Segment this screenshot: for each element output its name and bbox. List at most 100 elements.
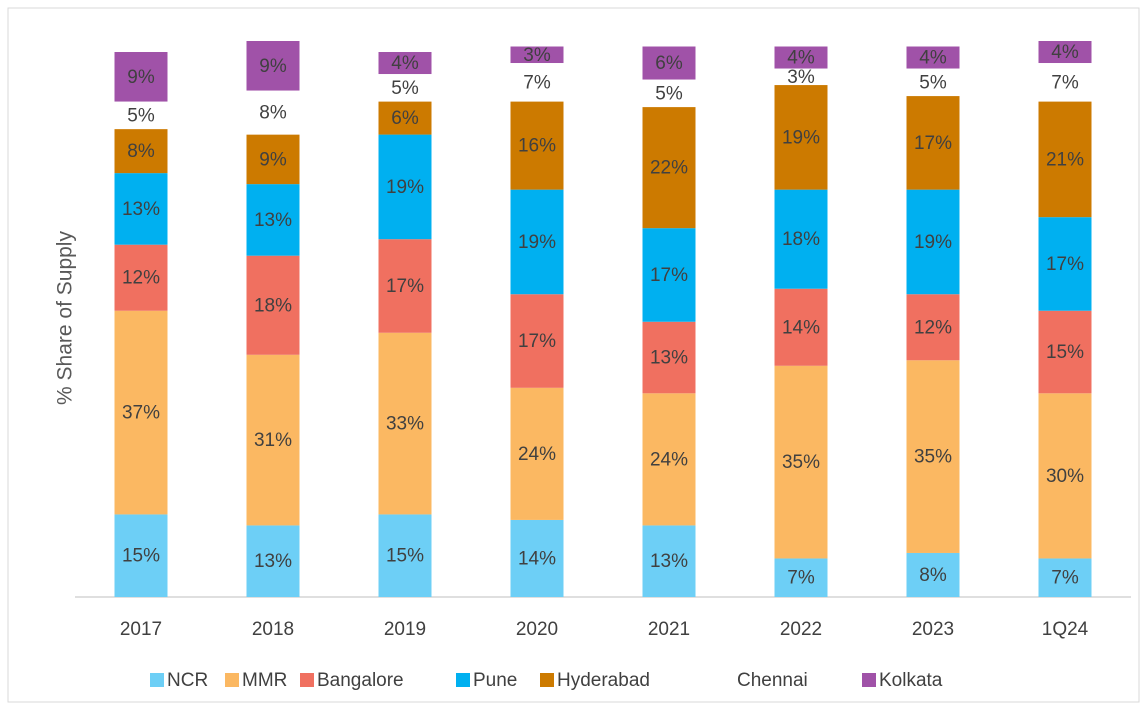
data-label: 9% [127, 67, 155, 88]
bar-segment [378, 514, 432, 597]
bar-segment [378, 101, 432, 135]
x-tick-label: 1Q24 [1042, 619, 1089, 640]
legend-label: Bangalore [317, 670, 404, 691]
data-label: 14% [782, 317, 820, 338]
bar-segment [510, 63, 564, 102]
data-label: 15% [1046, 342, 1084, 363]
bar-segment [378, 332, 432, 515]
bar-segment [774, 288, 828, 366]
bar-segment [246, 525, 300, 597]
x-tick-label: 2021 [648, 619, 690, 640]
data-label: 6% [391, 108, 419, 129]
bar-segment [774, 365, 828, 559]
frame [7, 7, 1140, 703]
bar-segment [510, 189, 564, 295]
legend-marker [540, 673, 554, 687]
data-label: 4% [391, 53, 419, 74]
bar-segment [246, 90, 300, 135]
data-label: 19% [518, 232, 556, 253]
bar-segment [906, 46, 960, 69]
x-tick-label: 2019 [384, 619, 426, 640]
data-label: 22% [650, 158, 688, 179]
data-label: 7% [523, 72, 551, 93]
data-label: 17% [914, 133, 952, 154]
data-label: 31% [254, 430, 292, 451]
data-label: 12% [122, 268, 160, 289]
bar-segment [510, 387, 564, 520]
x-tick-label: 2020 [516, 619, 558, 640]
data-label: 5% [919, 72, 947, 93]
bar-segment [246, 255, 300, 355]
bar-segment [246, 184, 300, 256]
legend-marker [150, 673, 164, 687]
legend-label: MMR [242, 670, 287, 691]
bar-segment [642, 79, 696, 108]
data-label: 17% [518, 331, 556, 352]
data-label: 13% [650, 348, 688, 369]
bar-segment [114, 173, 168, 245]
data-label: 30% [1046, 466, 1084, 487]
data-label: 5% [127, 105, 155, 126]
data-label: 33% [386, 414, 424, 435]
data-label: 35% [914, 447, 952, 468]
bar-segment [114, 129, 168, 174]
bar-segment [1038, 41, 1092, 64]
bar-segment [114, 514, 168, 597]
bar-segment [114, 310, 168, 515]
bar-segment [906, 189, 960, 295]
bar-segment [642, 46, 696, 80]
x-tick-label: 2017 [120, 619, 162, 640]
x-tick-label: 2018 [252, 619, 294, 640]
bar-segment [642, 321, 696, 394]
data-label: 4% [1051, 42, 1079, 63]
data-label: 24% [650, 449, 688, 470]
data-label: 4% [919, 48, 947, 69]
bar-segment [378, 74, 432, 102]
bar-segment [774, 189, 828, 289]
data-label: 18% [782, 229, 820, 250]
bar-segment [114, 244, 168, 311]
bar-segment [378, 52, 432, 75]
data-label: 17% [386, 276, 424, 297]
data-label: 13% [254, 210, 292, 231]
data-label: 21% [1046, 149, 1084, 170]
bar-segment [774, 46, 828, 69]
data-label: 4% [787, 48, 815, 69]
legend-label: NCR [167, 670, 208, 691]
bar-segment [906, 68, 960, 97]
bar-segment [510, 46, 564, 64]
bar-segment [510, 519, 564, 597]
bar-segment [246, 354, 300, 526]
data-label: 19% [914, 232, 952, 253]
legend-label: Hyderabad [557, 670, 650, 691]
data-label: 8% [127, 141, 155, 162]
bar-segment [642, 107, 696, 229]
bar-segment [906, 552, 960, 597]
data-label: 7% [787, 568, 815, 589]
bar-segment [906, 360, 960, 553]
data-label: 7% [1051, 568, 1079, 589]
data-label: 15% [122, 546, 160, 567]
legend-label: Chennai [737, 670, 808, 691]
data-label: 13% [254, 551, 292, 572]
data-label: 9% [259, 56, 287, 77]
data-label: 15% [386, 546, 424, 567]
bar-segment [378, 239, 432, 333]
bar-segment [246, 41, 300, 91]
data-label: 3% [523, 45, 551, 66]
bar-segment [1038, 101, 1092, 218]
data-label: 12% [914, 317, 952, 338]
data-label: 17% [1046, 254, 1084, 275]
bar-segment [1038, 558, 1092, 597]
data-label: 8% [259, 103, 287, 124]
bar-segment [642, 393, 696, 526]
legend-marker [456, 673, 470, 687]
data-label: 6% [655, 53, 683, 74]
bar-segment [378, 134, 432, 240]
data-label: 5% [655, 83, 683, 104]
bar-segment [510, 101, 564, 190]
data-label: 24% [518, 444, 556, 465]
bar-segment [1038, 217, 1092, 311]
